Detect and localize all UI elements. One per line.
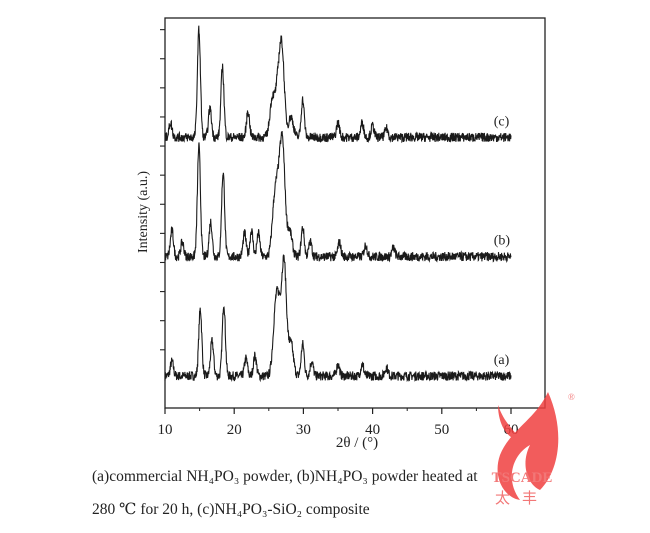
caption-line-2: 280 ℃ for 20 h, (c)NH₄PO₃-SiO₂ composite <box>92 501 370 518</box>
watermark-brand: TSCADE <box>492 470 553 486</box>
x-tick-label: 20 <box>227 422 242 438</box>
xrd-curve-b <box>164 130 512 264</box>
curves <box>164 25 512 383</box>
x-tick-label: 30 <box>296 422 311 438</box>
series-label: (b) <box>494 234 511 249</box>
series-label: (c) <box>494 114 510 129</box>
watermark-logo: TSCADE 太丰 ® <box>492 392 575 507</box>
plot-frame <box>164 17 546 409</box>
x-tick-label: 40 <box>365 422 380 438</box>
x-tick-label: 50 <box>434 422 449 438</box>
xrd-curve-c <box>164 25 512 144</box>
y-axis-label: Intensity (a.u.) <box>136 171 151 253</box>
x-tick-label: 10 <box>158 422 173 438</box>
series-labels: (a) (b) (c) <box>494 114 511 368</box>
series-label: (a) <box>494 353 510 368</box>
axes: 102030405060 <box>158 17 546 438</box>
flame-logo-icon <box>497 392 559 500</box>
caption-line-1: (a)commercial NH₄PO₃ powder, (b)NH₄PO₃ p… <box>92 468 478 485</box>
watermark-chinese: 太丰 <box>495 490 549 507</box>
registered-mark: ® <box>568 392 575 402</box>
x-axis-label: 2θ / (°) <box>336 435 378 451</box>
xrd-curve-a <box>164 254 512 383</box>
